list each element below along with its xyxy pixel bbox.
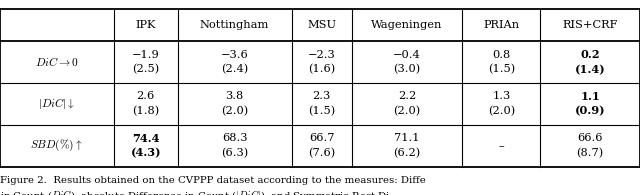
Text: (2.4): (2.4) — [221, 64, 248, 74]
Text: (2.0): (2.0) — [488, 106, 515, 116]
Text: (1.8): (1.8) — [132, 106, 159, 116]
Text: (7.6): (7.6) — [308, 148, 335, 158]
Text: (2.0): (2.0) — [394, 106, 420, 116]
Text: PRIAn: PRIAn — [483, 20, 520, 30]
Text: 68.3: 68.3 — [222, 133, 248, 143]
Text: (2.0): (2.0) — [221, 106, 248, 116]
Text: 3.8: 3.8 — [225, 91, 244, 101]
Text: 2.3: 2.3 — [313, 91, 331, 101]
Text: −2.3: −2.3 — [308, 50, 335, 59]
Text: (4.3): (4.3) — [131, 148, 161, 159]
Text: 0.8: 0.8 — [492, 50, 511, 59]
Text: 1.1: 1.1 — [580, 91, 600, 102]
Text: 74.4: 74.4 — [132, 133, 159, 144]
Text: (0.9): (0.9) — [575, 106, 605, 117]
Text: (3.0): (3.0) — [394, 64, 420, 74]
Text: 66.7: 66.7 — [309, 133, 335, 143]
Text: (1.5): (1.5) — [488, 64, 515, 74]
Text: 0.2: 0.2 — [580, 49, 600, 60]
Text: MSU: MSU — [307, 20, 337, 30]
Text: (1.6): (1.6) — [308, 64, 335, 74]
Text: Nottingham: Nottingham — [200, 20, 269, 30]
Text: 2.2: 2.2 — [398, 91, 416, 101]
Text: −3.6: −3.6 — [221, 50, 248, 59]
Text: (1.4): (1.4) — [575, 64, 605, 75]
Text: −1.9: −1.9 — [132, 50, 159, 59]
Text: $SBD(\%)\uparrow$: $SBD(\%)\uparrow$ — [31, 138, 83, 153]
Text: $|DiC|\downarrow$: $|DiC|\downarrow$ — [38, 96, 76, 111]
Text: (6.3): (6.3) — [221, 148, 248, 158]
Text: RIS+CRF: RIS+CRF — [563, 20, 618, 30]
Text: −0.4: −0.4 — [393, 50, 421, 59]
Text: 66.6: 66.6 — [577, 133, 603, 143]
Text: (2.5): (2.5) — [132, 64, 159, 74]
Text: (1.5): (1.5) — [308, 106, 335, 116]
Text: IPK: IPK — [136, 20, 156, 30]
Text: (6.2): (6.2) — [394, 148, 420, 158]
Text: $DiC \rightarrow 0$: $DiC \rightarrow 0$ — [35, 55, 79, 68]
Text: 1.3: 1.3 — [492, 91, 511, 101]
Text: Figure 2.  Results obtained on the CVPPP dataset according to the measures: Diff: Figure 2. Results obtained on the CVPPP … — [0, 176, 426, 195]
Text: –: – — [499, 141, 504, 151]
Text: Wageningen: Wageningen — [371, 20, 443, 30]
Text: 71.1: 71.1 — [394, 133, 420, 143]
Text: 2.6: 2.6 — [137, 91, 155, 101]
Text: (8.7): (8.7) — [577, 148, 604, 158]
